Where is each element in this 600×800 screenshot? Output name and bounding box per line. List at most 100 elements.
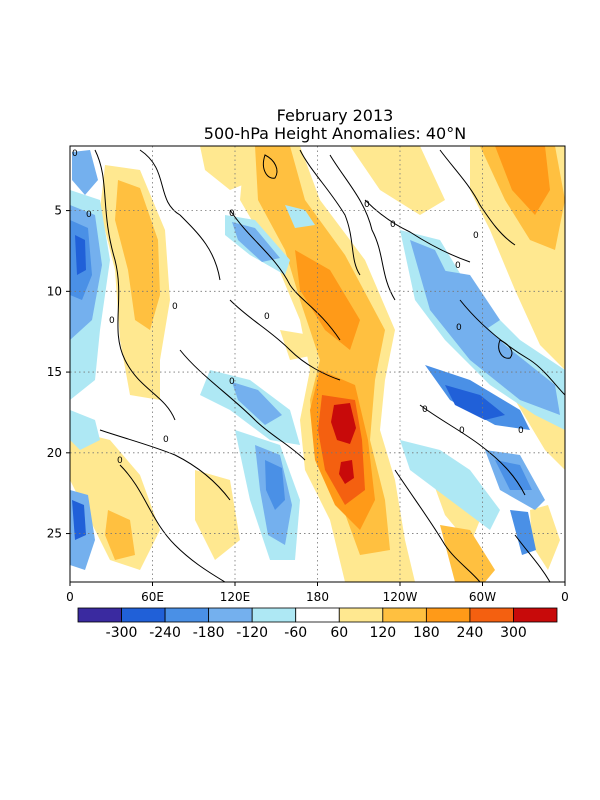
y-tick-label: 20: [47, 446, 62, 460]
legend-label: 120: [369, 625, 396, 641]
legend-swatch: [77, 607, 122, 623]
legend-swatch: [295, 607, 340, 623]
legend-swatch: [425, 607, 471, 623]
zero-contour: [419, 404, 526, 496]
zero-contour: [94, 149, 176, 421]
anomaly-band-bottom-right-small: [510, 510, 536, 555]
contour-label: 0: [109, 316, 115, 326]
zero-contour: [229, 299, 341, 381]
zero-contour: [229, 209, 341, 341]
anomaly-band-lower-diag-180: [265, 460, 285, 510]
contour-label: 0: [117, 456, 123, 466]
anomaly-band-bottom-left-180: [72, 500, 86, 540]
y-tick-label: 5: [54, 204, 62, 218]
anomaly-band-lower-left: [70, 430, 160, 570]
contour-label: 0: [455, 261, 461, 271]
legend-swatch: [382, 607, 427, 623]
color-legend: -300 -240 -180 -120 -60 60 120 180 240 300: [77, 607, 558, 641]
contour-label: 0: [163, 435, 169, 445]
y-tick-label: 10: [47, 284, 62, 298]
anomaly-band-lower-right-b: [440, 525, 495, 582]
contour-label: 0: [459, 426, 465, 436]
anomaly-band-top-strip: [200, 146, 255, 190]
contour-label: 0: [518, 426, 524, 436]
anomaly-band-top-right-180: [495, 146, 550, 215]
anomaly-band-top-left-120: [115, 180, 160, 330]
contour-label: 0: [473, 231, 479, 241]
contour-label: 0: [229, 209, 235, 219]
x-tick-label: 60E: [141, 590, 164, 604]
anomaly-band-right-lower: [530, 505, 560, 570]
legend-label: -300: [106, 625, 138, 641]
anomaly-band-mid-small: [280, 330, 315, 360]
x-tick-label: 180: [306, 590, 329, 604]
zero-contour: [498, 339, 513, 359]
zero-contour: [262, 154, 278, 179]
zero-contour: [119, 464, 226, 582]
legend-label: -120: [236, 625, 268, 641]
anomaly-band-lower-left-120: [105, 510, 135, 560]
grid-lines: [70, 146, 565, 582]
anomaly-band-right-trough-240: [445, 385, 505, 420]
anomaly-band-right-lower-180: [495, 460, 532, 490]
legend-label: -180: [193, 625, 225, 641]
contour-label: 0: [390, 220, 396, 230]
anomaly-band-lower-left-60: [70, 410, 100, 450]
anomaly-center-secondary: [339, 460, 354, 484]
anomaly-band-mid-diag-120: [232, 382, 282, 425]
legend-swatch: [513, 607, 558, 623]
anomaly-band-upper-right-small: [440, 270, 500, 330]
legend-label: 300: [500, 625, 527, 641]
contour-label: 0: [229, 377, 235, 387]
anomaly-band-center-small: [285, 205, 315, 228]
y-tick-label: 25: [47, 527, 62, 541]
chart-title: February 2013: [277, 106, 394, 125]
zero-contour: [329, 154, 396, 301]
legend-label: 240: [457, 625, 484, 641]
zero-contour: [179, 349, 306, 461]
anomaly-band-left-edge-240: [75, 235, 86, 275]
chart-subtitle: 500-hPa Height Anomalies: 40°N: [204, 124, 466, 143]
legend-label: 60: [330, 625, 348, 641]
anomaly-band-lower-center: [195, 470, 240, 560]
contour-label: 0: [172, 302, 178, 312]
zero-contours: [94, 149, 565, 582]
contour-label: 0: [72, 149, 78, 159]
zero-contour: [459, 299, 565, 396]
x-tick-label: 60W: [469, 590, 496, 604]
contour-label: 0: [422, 405, 428, 415]
zero-contour-labels: 0 0 0 0 0 0 0 0 0 0 0 0 0 0 0 0 0: [72, 149, 524, 466]
zero-contour: [299, 149, 361, 276]
anomaly-band-topleft-corner: [72, 150, 98, 195]
zero-contour: [364, 199, 471, 263]
y-axis: 5 10 15 20 25: [47, 204, 70, 541]
plot-area: 0 0 0 0 0 0 0 0 0 0 0 0 0 0 0 0 0: [70, 146, 565, 582]
x-tick-label: 120E: [220, 590, 251, 604]
legend-swatch: [469, 607, 514, 623]
contour-label: 0: [264, 312, 270, 322]
contour-label: 0: [86, 210, 92, 220]
zero-contour: [514, 534, 551, 582]
legend-label: 180: [413, 625, 440, 641]
anomaly-band-right-lower-60: [400, 440, 500, 530]
legend-swatch: [338, 607, 384, 623]
legend-swatch: [208, 607, 253, 623]
zero-contour: [439, 149, 516, 246]
anomaly-band-upper-mid: [350, 146, 445, 215]
zero-contour: [394, 469, 481, 582]
zero-contour: [99, 429, 231, 501]
x-tick-label: 120W: [383, 590, 418, 604]
legend-swatch: [121, 607, 166, 623]
legend-swatch: [251, 607, 297, 623]
x-tick-label: 0: [561, 590, 569, 604]
legend-label: -240: [149, 625, 181, 641]
legend-swatch: [164, 607, 210, 623]
contour-label: 0: [364, 200, 370, 210]
x-axis: 0 60E 120E 180 120W 60W 0: [66, 582, 569, 604]
legend-label: -60: [284, 625, 307, 641]
contour-label: 0: [456, 323, 462, 333]
anomaly-center-max: [331, 403, 356, 444]
positive-anomalies: [70, 146, 565, 582]
y-tick-label: 15: [47, 365, 62, 379]
